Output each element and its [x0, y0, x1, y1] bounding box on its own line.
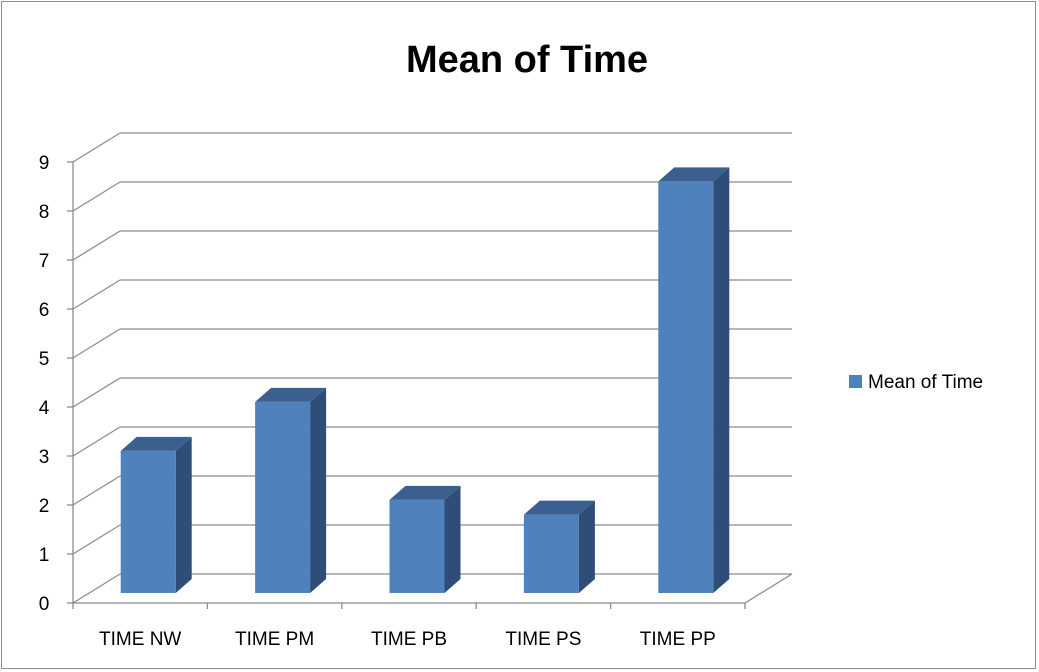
bar-top [389, 485, 461, 500]
legend: Mean of Time [849, 372, 983, 393]
tick-labels: 0 1 2 3 4 5 6 7 8 9 TIME NW TIME PM TIME PB TIME PS TI… [39, 153, 716, 650]
y-tick-label: 6 [39, 300, 50, 321]
x-tick-label: TIME PP [640, 629, 716, 650]
y-tick-label: 1 [39, 545, 50, 566]
bar-top [523, 500, 595, 515]
chart-title: Mean of Time [406, 39, 648, 81]
bar-top [120, 436, 192, 451]
bar-top [658, 167, 730, 182]
bar-side [444, 485, 461, 593]
bar-front [389, 499, 445, 593]
gridline-side [72, 181, 121, 212]
y-tick-label: 5 [39, 349, 50, 370]
legend-label: Mean of Time [868, 372, 983, 393]
y-tick-label: 7 [39, 251, 50, 272]
gridline-side [72, 132, 121, 163]
bar-side [713, 167, 730, 593]
gridline-side [72, 377, 121, 408]
gridline-side [72, 230, 121, 261]
bar-side [310, 387, 327, 593]
bar-top [255, 387, 327, 402]
floor-edge [744, 573, 793, 604]
y-tick-label: 0 [39, 594, 50, 615]
bar-side [578, 500, 595, 593]
gridline-side [72, 328, 121, 359]
gridline-side [72, 279, 121, 310]
bar-front [658, 181, 714, 593]
bar-side [175, 436, 192, 593]
bar [523, 500, 595, 593]
gridline-side [72, 426, 121, 457]
bar [255, 387, 327, 593]
bar-front [255, 401, 311, 593]
gridline-side [72, 524, 121, 555]
bar-front [523, 514, 579, 593]
x-tick-label: TIME NW [99, 629, 181, 650]
bars [120, 167, 730, 593]
x-tick-label: TIME PM [235, 629, 314, 650]
gridline-side [72, 475, 121, 506]
gridline-side [72, 573, 121, 604]
y-tick-label: 9 [39, 153, 50, 174]
bar-front [120, 450, 176, 593]
bar [120, 436, 192, 593]
axes [67, 161, 746, 609]
y-tick-label: 8 [39, 202, 50, 223]
y-tick-label: 3 [39, 447, 50, 468]
legend-swatch [849, 375, 862, 388]
y-tick-label: 2 [39, 496, 50, 517]
bar [658, 167, 730, 593]
bar [389, 485, 461, 593]
x-tick-label: TIME PB [371, 629, 447, 650]
y-tick-label: 4 [39, 398, 50, 419]
x-tick-label: TIME PS [505, 629, 581, 650]
